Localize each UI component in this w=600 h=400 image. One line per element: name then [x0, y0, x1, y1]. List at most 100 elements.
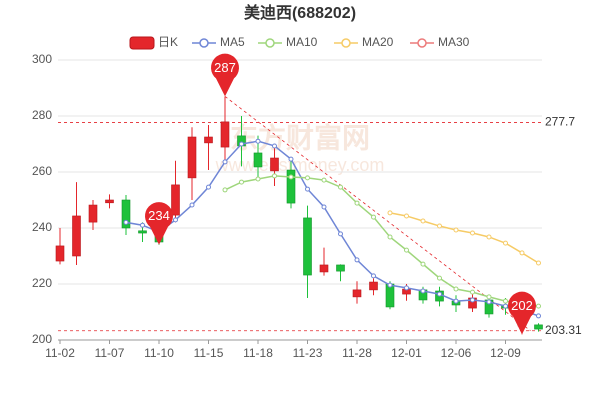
candle-body — [220, 121, 230, 148]
ma-point — [338, 231, 343, 237]
ma-point — [371, 273, 376, 279]
ma-point — [420, 288, 426, 294]
candle-body — [138, 230, 147, 234]
y-tick-label: 240 — [32, 220, 52, 234]
ma-point — [222, 187, 228, 193]
x-tick-label: 11-28 — [342, 346, 372, 360]
ma-point — [272, 173, 277, 179]
y-tick-label: 260 — [32, 164, 52, 178]
ma-line — [125, 140, 539, 317]
ma-point — [503, 240, 508, 246]
pin-label: 287 — [214, 60, 236, 75]
ma-point — [338, 184, 343, 190]
ma-point — [255, 138, 261, 144]
ma-point — [437, 291, 442, 297]
ma-point — [420, 218, 426, 224]
candle-body — [286, 169, 296, 204]
candle-body — [55, 245, 65, 262]
candle-body — [352, 289, 362, 298]
x-tick-label: 12-01 — [391, 346, 422, 360]
ref-label: 203.31 — [545, 323, 582, 337]
ma-point — [470, 230, 475, 236]
pin-label: 202 — [511, 298, 533, 313]
ma-point — [519, 250, 525, 256]
ma-point — [404, 285, 409, 291]
candle-body — [105, 199, 114, 204]
y-tick-label: 280 — [32, 108, 52, 122]
ma-point — [404, 213, 409, 219]
ma-point — [536, 303, 541, 309]
ma-point — [453, 286, 459, 292]
ma-point — [140, 222, 145, 228]
y-tick-label: 300 — [32, 52, 52, 66]
ma-point — [437, 275, 442, 281]
legend-dot — [265, 38, 275, 48]
ma-point — [321, 177, 327, 183]
x-tick-label: 11-10 — [144, 346, 174, 360]
ma-point — [239, 179, 244, 185]
candle-body — [121, 199, 131, 229]
legend-dot — [341, 38, 351, 48]
ma-point — [255, 176, 261, 182]
ma-point — [387, 210, 393, 216]
pin-marker — [145, 202, 173, 245]
ma-point — [305, 186, 310, 192]
ma-point — [387, 282, 393, 288]
candle-body — [88, 204, 98, 223]
ma-point — [453, 298, 459, 304]
chart-title: 美迪西(688202) — [244, 3, 356, 22]
ma-point — [371, 214, 376, 220]
ma-point — [503, 298, 508, 304]
pin-marker — [211, 53, 239, 97]
candle-body — [534, 324, 543, 330]
legend-label: MA20 — [362, 35, 394, 49]
ma-line — [224, 175, 539, 307]
ma-point — [503, 303, 508, 309]
x-tick-label: 11-02 — [45, 346, 75, 360]
candle-body — [319, 264, 329, 273]
ma-point — [420, 261, 426, 267]
x-tick-label: 11-23 — [293, 346, 323, 360]
x-tick-label: 12-06 — [441, 346, 472, 360]
ma-point — [486, 294, 492, 300]
ma-point — [272, 143, 277, 149]
ma-point — [453, 227, 459, 233]
candle-body — [187, 136, 197, 179]
candle-body — [369, 281, 378, 291]
x-tick-label: 11-18 — [243, 346, 273, 360]
candle-body — [171, 184, 180, 216]
legend-swatch — [129, 36, 155, 50]
ref-label: 277.7 — [545, 115, 575, 129]
candle-body — [336, 264, 345, 272]
ma-point — [239, 141, 244, 147]
pin-marker — [508, 291, 537, 335]
candle-body — [270, 157, 279, 172]
ma-point — [222, 159, 228, 165]
x-tick-label: 11-07 — [95, 346, 125, 360]
ma-point — [305, 175, 310, 181]
candle-body — [253, 152, 263, 168]
ma-point — [486, 299, 492, 305]
ma-point — [437, 223, 442, 229]
watermark: 东方财富网 — [230, 121, 370, 153]
ma-point — [486, 234, 492, 240]
ma-point — [123, 219, 129, 225]
ma-point — [536, 260, 541, 266]
ma-point — [321, 204, 327, 210]
ma-point — [470, 297, 475, 303]
ma-point — [189, 202, 195, 208]
candle-body — [303, 217, 312, 276]
legend-dot — [199, 38, 209, 48]
candle-body — [204, 136, 213, 144]
ma-point — [387, 234, 393, 240]
trend-line — [224, 96, 531, 332]
x-tick-label: 12-09 — [490, 346, 521, 360]
legend-dot — [417, 38, 427, 48]
legend-label: MA10 — [286, 35, 318, 49]
legend-label: MA5 — [220, 35, 245, 49]
legend-label: 日K — [158, 35, 178, 49]
ma-point — [288, 174, 294, 180]
ma-point — [354, 257, 360, 263]
ma-point — [536, 313, 541, 319]
